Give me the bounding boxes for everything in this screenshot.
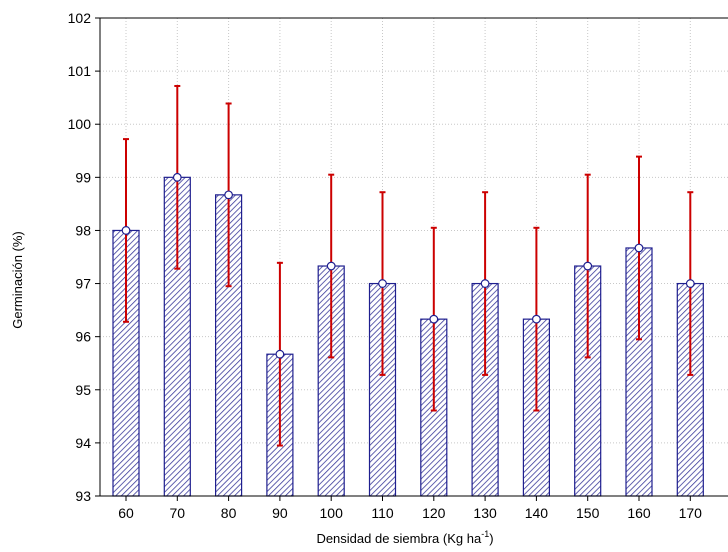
- mean-point: [480, 279, 490, 288]
- mean-point: [275, 349, 285, 359]
- x-tick-label: 130: [473, 505, 497, 521]
- x-axis-title: Densidad de siembra (Kg ha-1): [316, 529, 493, 546]
- x-tick-label: 100: [320, 505, 344, 521]
- y-tick-label: 95: [75, 382, 91, 398]
- y-tick-labels: 93 94 95 96 97 98 99 100 101 102: [68, 10, 92, 504]
- y-tick-label: 96: [75, 329, 91, 345]
- mean-point: [685, 279, 695, 288]
- mean-point: [378, 279, 387, 288]
- x-tick-label: 160: [627, 505, 651, 521]
- y-tick-label: 99: [75, 169, 91, 185]
- x-tick-label: 70: [170, 505, 186, 521]
- x-tick-label: 60: [118, 505, 134, 521]
- y-tick-label: 97: [75, 276, 91, 292]
- y-axis-title: Germinación (%): [10, 231, 25, 329]
- mean-point: [172, 172, 182, 182]
- y-tick-label: 100: [68, 116, 92, 132]
- x-tick-label: 110: [371, 505, 394, 521]
- bars: [112, 176, 704, 497]
- x-axis-title-main: Densidad de siembra (Kg ha: [316, 531, 482, 546]
- y-tick-label: 93: [75, 488, 91, 504]
- x-axis-title-suffix: ): [489, 531, 493, 546]
- axes: [95, 17, 728, 501]
- mean-point: [121, 226, 131, 235]
- x-tick-label: 90: [272, 505, 288, 521]
- mean-point: [634, 243, 644, 253]
- mean-point: [583, 261, 593, 271]
- x-axis-title-sup: -1: [481, 529, 489, 539]
- mean-point: [326, 261, 336, 271]
- y-tick-label: 101: [68, 63, 92, 79]
- mean-point: [532, 314, 541, 324]
- error-bars: [121, 84, 695, 447]
- mean-point: [224, 190, 234, 200]
- x-tick-label: 170: [679, 505, 703, 521]
- x-tick-label: 80: [221, 505, 237, 521]
- y-tick-label: 94: [75, 435, 91, 451]
- x-tick-label: 140: [525, 505, 549, 521]
- y-tick-label: 98: [75, 222, 91, 238]
- x-tick-labels: 60 70 80 90 100 110 120 130 140 150 160 170: [118, 505, 702, 521]
- y-tick-label: 102: [68, 10, 92, 26]
- x-tick-label: 150: [576, 505, 600, 521]
- mean-point: [429, 314, 439, 324]
- x-tick-label: 120: [422, 505, 446, 521]
